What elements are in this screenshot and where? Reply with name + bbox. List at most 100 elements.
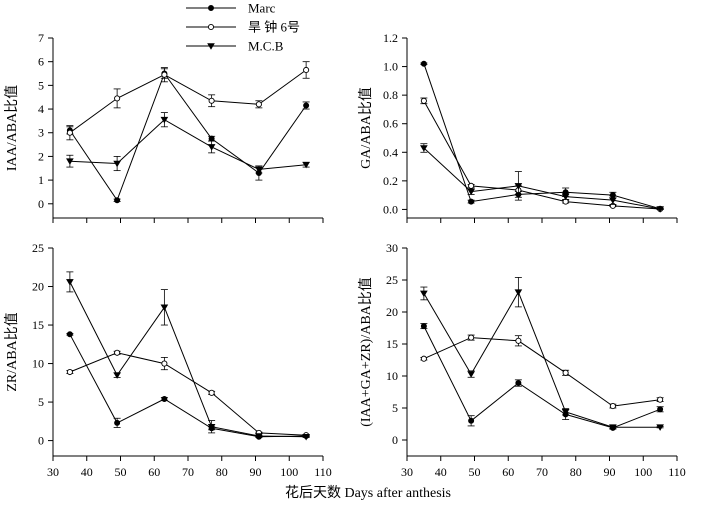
series-2 [420, 334, 664, 410]
y-tick-label: 3 [38, 126, 44, 140]
data-point [657, 406, 664, 413]
data-point [208, 389, 215, 396]
series-line [423, 291, 661, 428]
y-tick-label: 10 [386, 369, 398, 383]
data-point [468, 417, 475, 424]
data-point [467, 188, 475, 196]
x-tick-label: 90 [250, 465, 262, 479]
data-point [113, 160, 121, 168]
y-tick-label: 15 [32, 318, 44, 332]
data-point [515, 380, 522, 387]
y-axis-title: GA/ABA比值 [358, 87, 374, 169]
x-tick-label: 60 [502, 465, 514, 479]
y-tick-label: 2 [38, 149, 44, 163]
data-point [113, 372, 121, 379]
data-point [303, 102, 310, 109]
legend: Marc 旱 钟 6号 M.C.B [186, 1, 300, 54]
chart-panel-3: 0 5 10 15 20 25 30 40 50 60 70 80 90 100 110 ZR/ABA比值 [4, 241, 332, 479]
legend-marker-2 [207, 23, 215, 31]
legend-label-3: M.C.B [248, 39, 284, 54]
data-point [515, 337, 522, 344]
data-point [657, 396, 664, 403]
data-point [561, 193, 570, 201]
y-tick-label: 1.0 [383, 60, 398, 74]
x-tick-label: 80 [570, 465, 582, 479]
data-point [468, 182, 475, 189]
x-tick-label: 70 [182, 465, 194, 479]
y-tick-label: 1 [38, 173, 44, 187]
data-point [420, 355, 427, 362]
series-2 [66, 349, 310, 439]
series-line [69, 352, 307, 436]
series-2 [420, 97, 664, 213]
data-point [66, 129, 73, 136]
data-point [302, 161, 310, 169]
x-tick-label: 40 [435, 465, 447, 479]
data-point [114, 419, 121, 426]
data-point [468, 334, 475, 341]
series-3 [66, 271, 310, 441]
y-tick-label: 6 [38, 55, 44, 69]
series-line [423, 100, 661, 210]
series-line [69, 281, 307, 438]
chart-panel-4: 0 5 10 15 20 25 30 30 40 50 60 70 80 90 100 110 (IAA+GA+… [358, 241, 686, 479]
y-tick-label: 15 [386, 337, 398, 351]
data-point [207, 423, 216, 431]
y-tick-label: 5 [38, 78, 44, 92]
legend-item-2: 旱 钟 6号 [186, 20, 300, 35]
series-line [69, 119, 307, 170]
data-point [161, 395, 168, 402]
series-line [423, 337, 661, 407]
data-point [66, 368, 73, 376]
data-point [66, 158, 74, 165]
chart-panel-1: 0 1 2 3 4 5 6 7 IAA/ABA比值 [4, 31, 324, 223]
x-tick-label: 100 [280, 465, 298, 479]
data-point [114, 349, 121, 356]
data-point [420, 60, 427, 67]
data-point [514, 183, 523, 190]
y-tick-label: 10 [32, 357, 44, 371]
series-2 [66, 61, 310, 141]
x-tick-label: 80 [216, 465, 228, 479]
data-point [303, 66, 310, 74]
x-tick-label: 90 [604, 465, 616, 479]
data-point [420, 97, 427, 104]
data-point [161, 71, 168, 78]
series-line [69, 334, 307, 438]
y-tick-label: 30 [386, 241, 398, 255]
data-point [160, 304, 169, 312]
series-line [423, 63, 661, 210]
y-tick-label: 0 [38, 197, 44, 211]
series-3 [420, 277, 664, 431]
data-point [114, 197, 121, 204]
x-tick-label: 50 [115, 465, 127, 479]
data-point [208, 135, 215, 142]
data-point [656, 424, 664, 431]
data-point [66, 331, 73, 338]
legend-item-1: Marc [186, 1, 276, 16]
x-axis-title: 花后天数 Days after anthesis [285, 485, 451, 501]
series-1 [420, 323, 664, 431]
y-tick-label: 5 [392, 401, 398, 415]
x-tick-label: 40 [81, 465, 93, 479]
legend-label-1: Marc [248, 1, 276, 16]
y-tick-label: 5 [38, 395, 44, 409]
series-1 [420, 60, 664, 212]
x-tick-label: 110 [314, 465, 332, 479]
y-tick-label: 4 [38, 102, 44, 116]
y-tick-label: 7 [38, 31, 44, 45]
data-point [609, 424, 617, 431]
y-tick-label: 0.0 [383, 202, 398, 216]
y-tick-label: 0.2 [383, 174, 398, 188]
series-3 [420, 143, 664, 213]
data-point [161, 360, 168, 367]
y-axis-title: IAA/ABA比值 [4, 85, 20, 171]
data-point [114, 95, 121, 102]
legend-label-2: 旱 钟 6号 [248, 20, 300, 35]
chart-panel-2: 0.0 0.2 0.4 0.6 0.8 1.0 1.2 GA/ABA比值 [358, 31, 678, 223]
legend-item-3: M.C.B [186, 39, 284, 54]
data-point [656, 206, 664, 213]
y-axis-title: (IAA+GA+ZR)/ABA比值 [358, 277, 374, 427]
data-point [609, 403, 616, 410]
y-tick-label: 1.2 [383, 31, 398, 45]
